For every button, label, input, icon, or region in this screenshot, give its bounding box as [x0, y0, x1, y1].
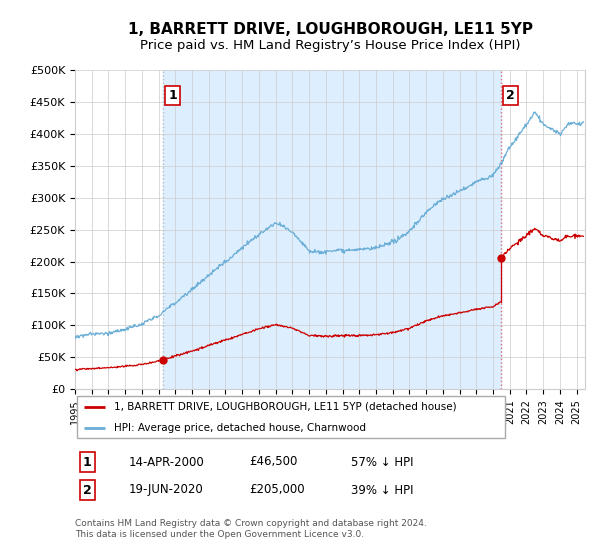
- Bar: [163, 70, 501, 389]
- Text: 1: 1: [83, 455, 91, 469]
- Text: 39% ↓ HPI: 39% ↓ HPI: [351, 483, 413, 497]
- Text: 2: 2: [506, 89, 514, 102]
- Text: £46,500: £46,500: [249, 455, 298, 469]
- Text: Contains HM Land Registry data © Crown copyright and database right 2024.
This d: Contains HM Land Registry data © Crown c…: [75, 519, 427, 539]
- Text: 2: 2: [83, 483, 91, 497]
- FancyBboxPatch shape: [77, 395, 505, 438]
- Text: £205,000: £205,000: [249, 483, 305, 497]
- Text: 57% ↓ HPI: 57% ↓ HPI: [351, 455, 413, 469]
- Text: 1, BARRETT DRIVE, LOUGHBOROUGH, LE11 5YP: 1, BARRETT DRIVE, LOUGHBOROUGH, LE11 5YP: [128, 22, 533, 38]
- Text: 14-APR-2000: 14-APR-2000: [129, 455, 205, 469]
- Text: 1, BARRETT DRIVE, LOUGHBOROUGH, LE11 5YP (detached house): 1, BARRETT DRIVE, LOUGHBOROUGH, LE11 5YP…: [114, 402, 457, 412]
- Text: 1: 1: [169, 89, 177, 102]
- Text: Price paid vs. HM Land Registry’s House Price Index (HPI): Price paid vs. HM Land Registry’s House …: [140, 39, 520, 52]
- Text: 19-JUN-2020: 19-JUN-2020: [129, 483, 204, 497]
- Text: HPI: Average price, detached house, Charnwood: HPI: Average price, detached house, Char…: [114, 423, 366, 433]
